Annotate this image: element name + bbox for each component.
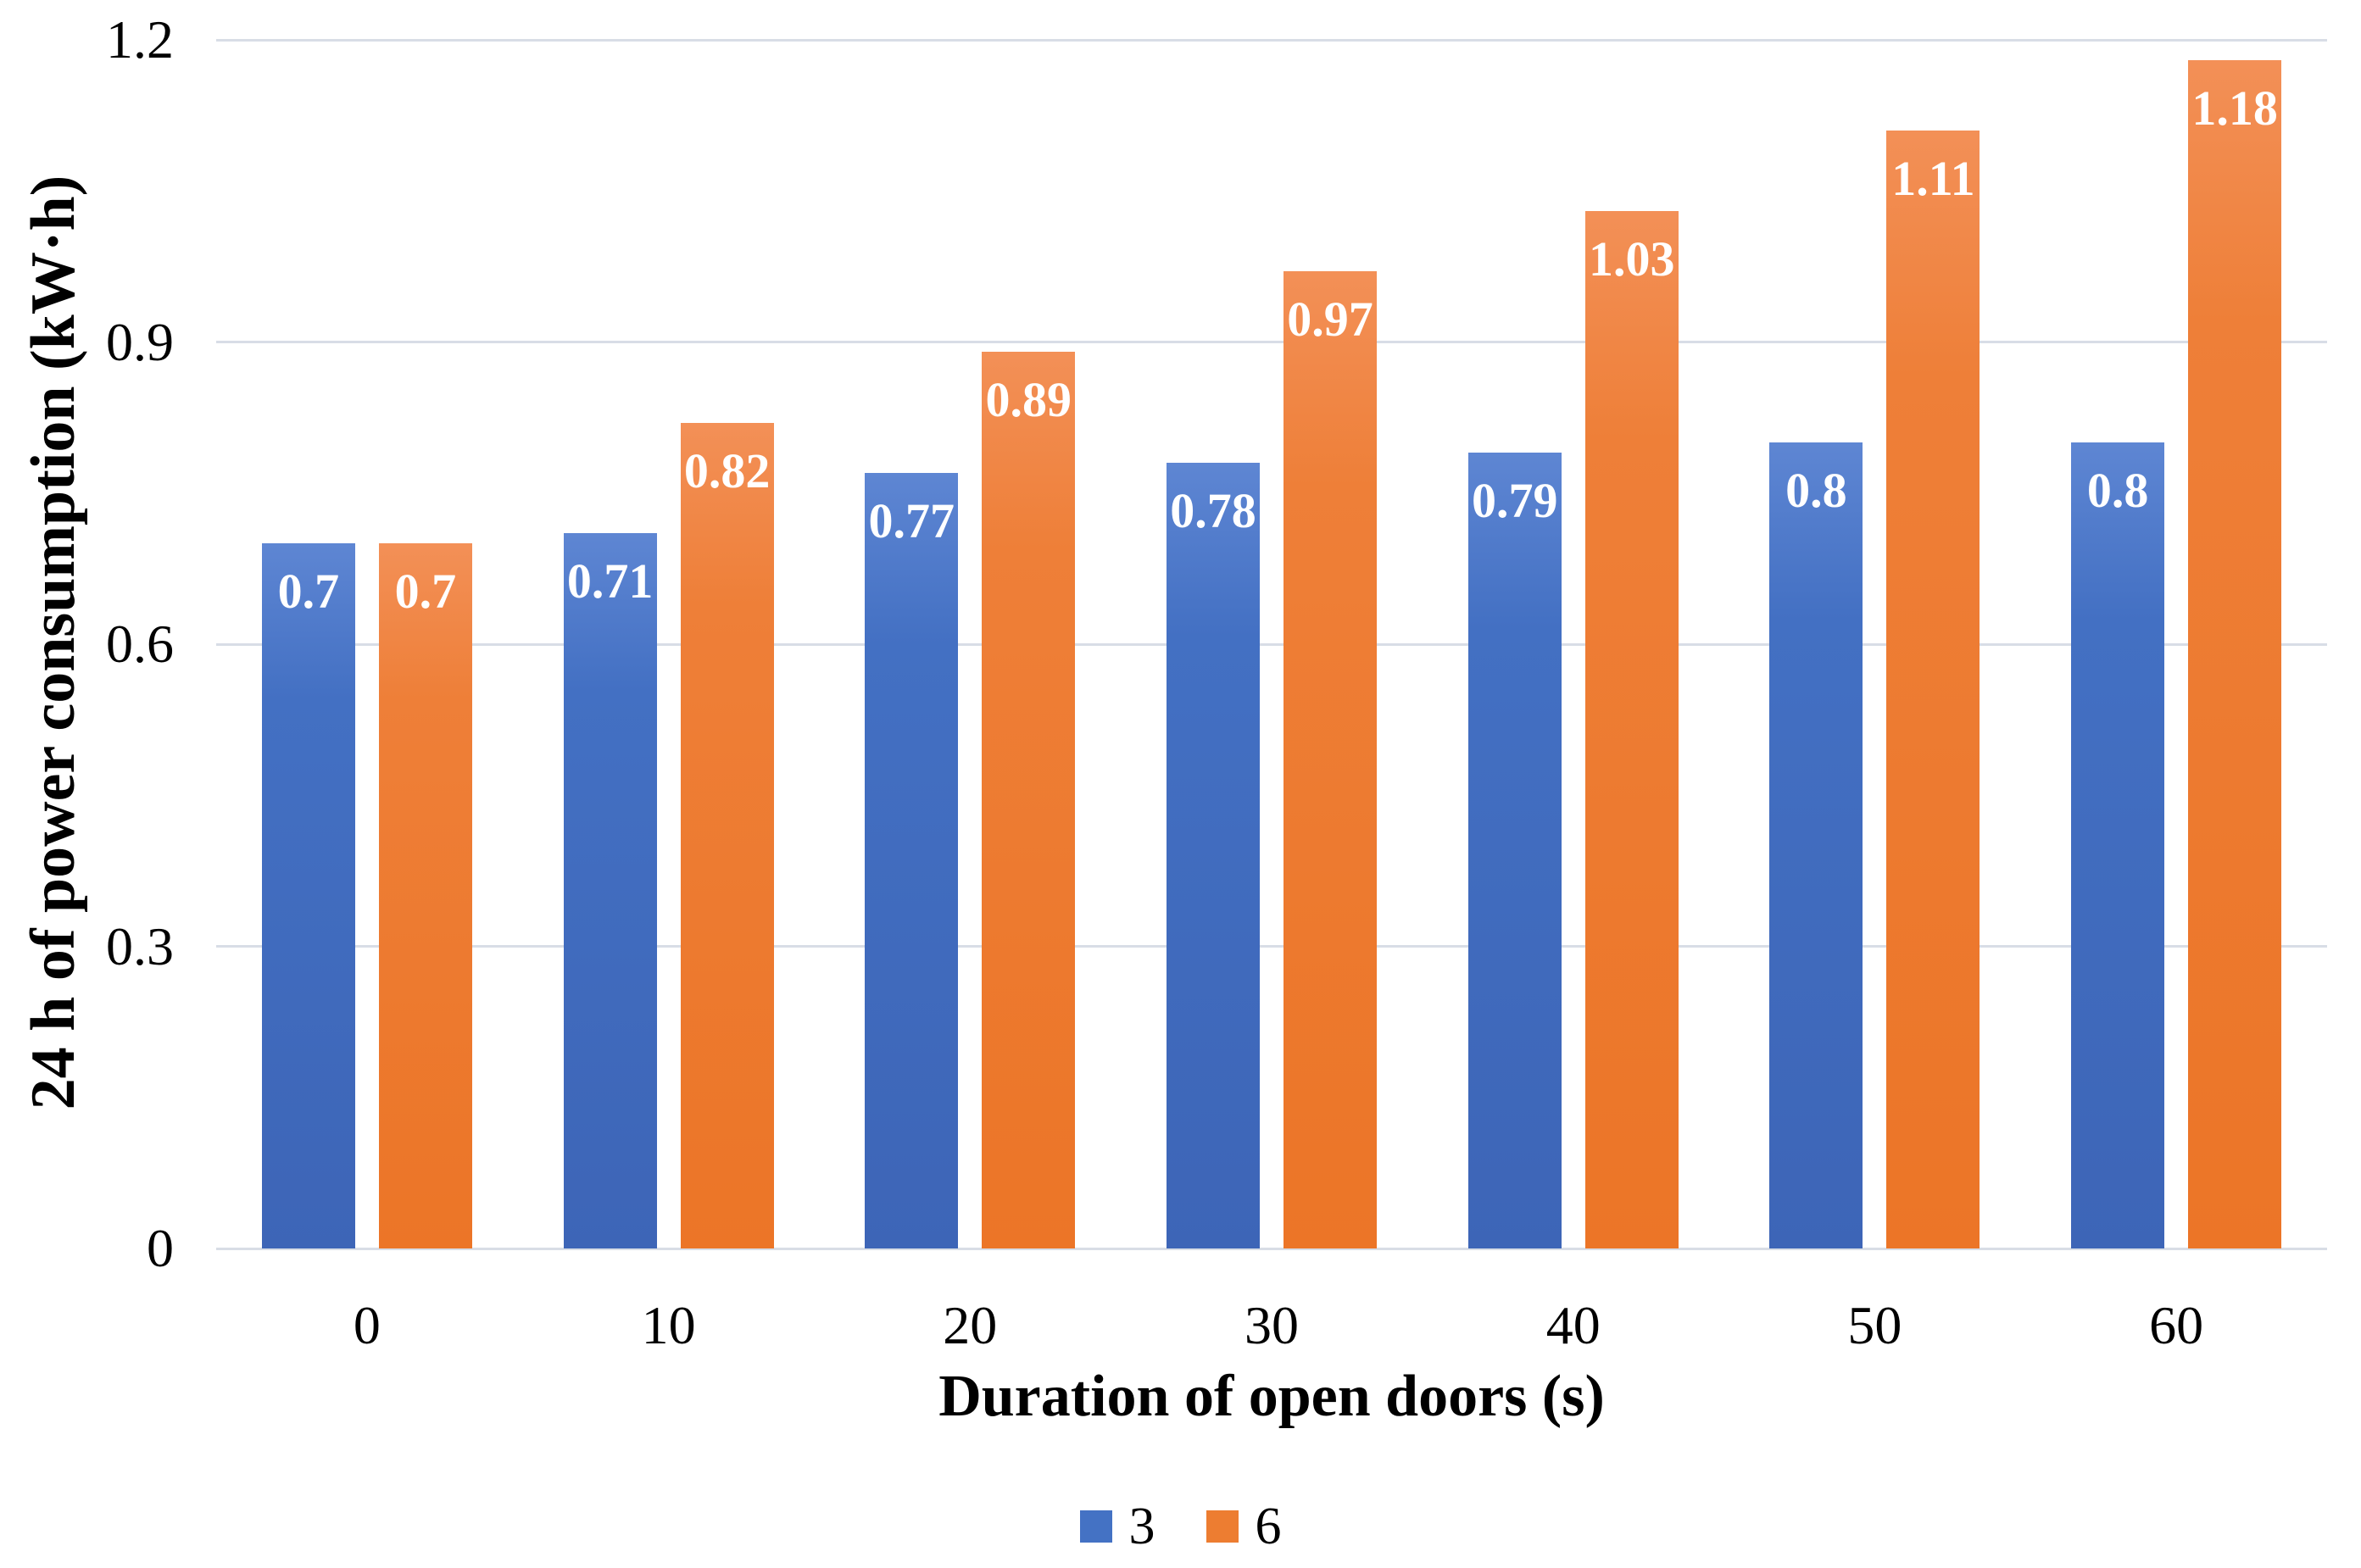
bar-data-label: 0.7 (277, 564, 340, 620)
gridline (216, 38, 2327, 42)
x-tick-label: 10 (641, 1295, 696, 1355)
bar-series3-cat50: 0.8 (1769, 442, 1863, 1248)
y-tick-label: 1.2 (106, 9, 174, 70)
legend-swatch-icon (1206, 1510, 1239, 1543)
bar-series6-cat10: 0.82 (680, 422, 774, 1248)
x-tick-label: 0 (353, 1295, 381, 1355)
bar-data-label: 0.78 (1170, 483, 1256, 539)
bar-series3-cat20: 0.77 (865, 472, 959, 1248)
bar-data-label: 0.97 (1287, 292, 1373, 348)
x-tick-label: 60 (2149, 1295, 2204, 1355)
bar-data-label: 0.79 (1471, 473, 1558, 529)
bar-series6-cat50: 1.11 (1886, 130, 1980, 1248)
bar-series3-cat40: 0.79 (1467, 453, 1562, 1248)
bar-data-label: 1.11 (1891, 150, 1975, 206)
bar-series3-cat60: 0.8 (2071, 442, 2165, 1248)
y-tick-label: 0.9 (106, 311, 174, 372)
y-tick-label: 0 (147, 1218, 174, 1278)
bar-series6-cat60: 1.18 (2188, 59, 2282, 1248)
bar-series3-cat30: 0.78 (1167, 463, 1260, 1248)
legend-label: 6 (1255, 1498, 1282, 1555)
bar-data-label: 0.7 (394, 564, 457, 620)
x-tick-label: 20 (943, 1295, 998, 1355)
bar-data-label: 0.71 (566, 553, 654, 609)
legend-entry-3: 3 (1079, 1498, 1155, 1555)
bar-data-label: 1.03 (1588, 231, 1675, 287)
y-tick-label: 0.3 (106, 915, 174, 976)
x-tick-label: 50 (1847, 1295, 1902, 1355)
bar-data-label: 0.77 (868, 492, 955, 548)
bar-data-label: 0.8 (2086, 463, 2149, 519)
bar-series6-cat30: 0.97 (1284, 271, 1377, 1248)
bar-series6-cat20: 0.89 (982, 352, 1076, 1248)
bar-data-label: 0.89 (985, 372, 1072, 428)
x-tick-label: 30 (1245, 1295, 1299, 1355)
bar-series6-cat0: 0.7 (378, 543, 472, 1248)
gridline (216, 341, 2327, 343)
bar-data-label: 1.18 (2191, 80, 2278, 136)
gridline (216, 945, 2327, 948)
bar-series3-cat0: 0.7 (261, 543, 355, 1248)
x-tick-label: 40 (1545, 1295, 1601, 1355)
legend-label: 3 (1128, 1498, 1155, 1555)
x-axis-title: Duration of open doors (s) (938, 1364, 1605, 1429)
gridline (216, 642, 2327, 646)
bar-data-label: 0.82 (683, 442, 771, 498)
legend-swatch-icon (1079, 1510, 1112, 1543)
bar-series3-cat10: 0.71 (563, 533, 657, 1248)
bar-series6-cat40: 1.03 (1584, 211, 1679, 1248)
x-axis-line (216, 1247, 2327, 1250)
y-tick-label: 0.6 (106, 614, 174, 674)
bar-data-label: 0.8 (1785, 463, 1847, 519)
legend-entry-6: 6 (1206, 1500, 1282, 1553)
